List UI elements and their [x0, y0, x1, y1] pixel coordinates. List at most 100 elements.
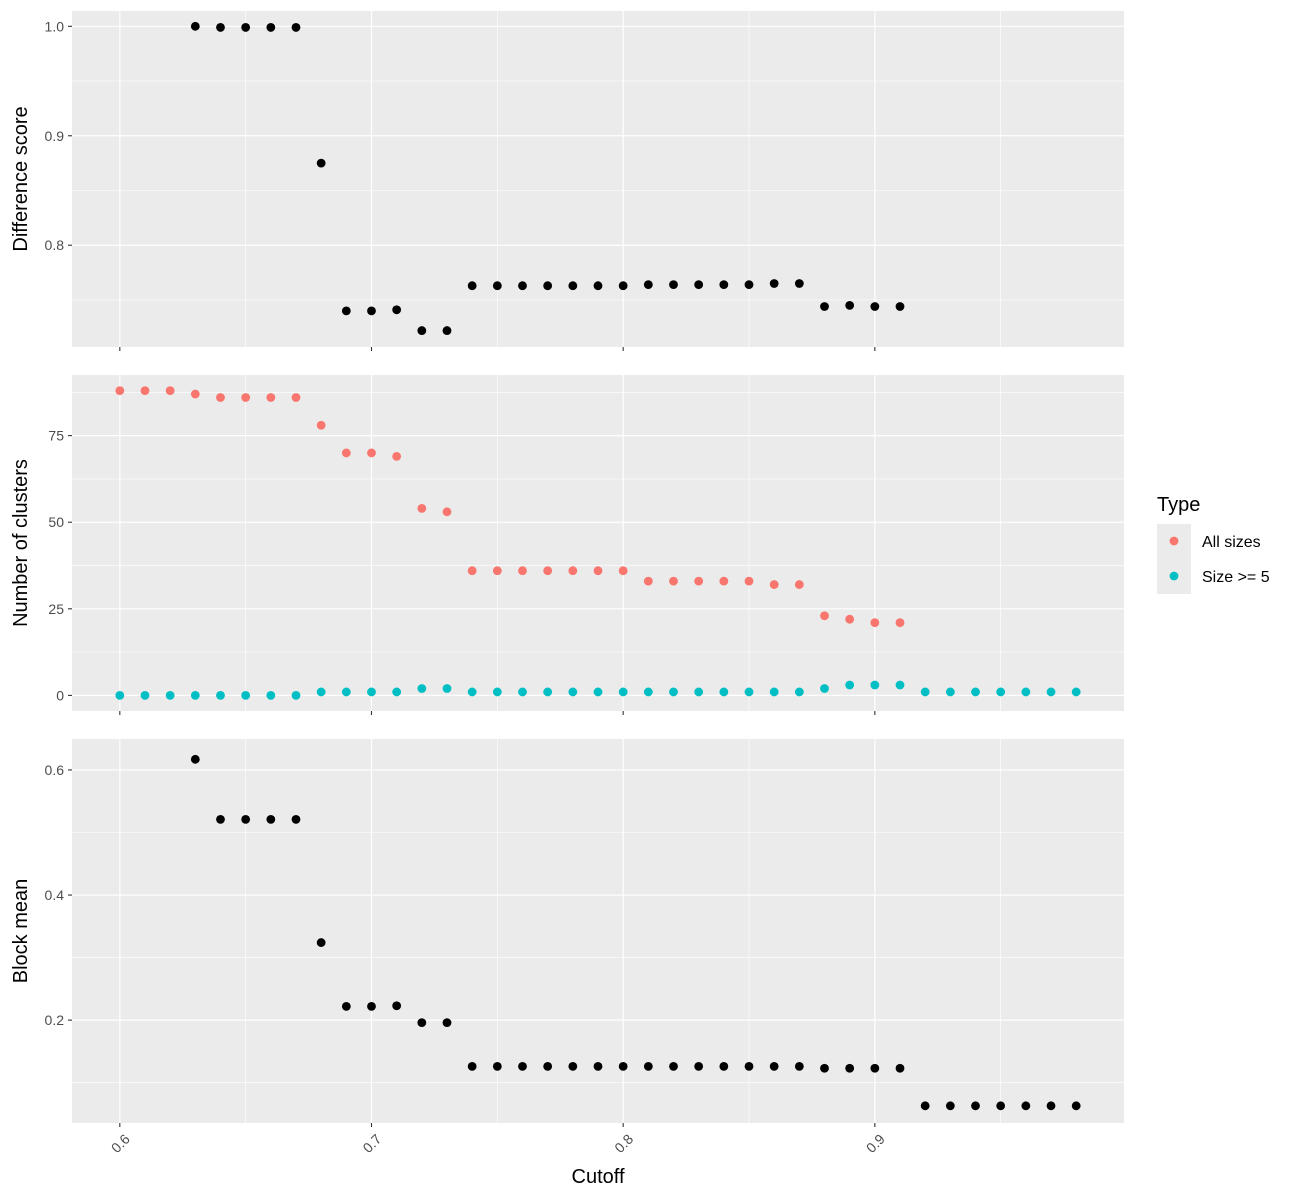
y-axis-title: Block mean [10, 879, 32, 984]
legend-title: Type [1157, 494, 1200, 516]
panel-background [72, 375, 1124, 711]
data-point [1071, 687, 1081, 697]
data-point [820, 684, 829, 693]
data-point [593, 566, 603, 576]
data-point [1046, 1101, 1056, 1111]
data-point [442, 684, 452, 693]
data-point [140, 691, 150, 700]
data-point [518, 687, 527, 697]
data-point [744, 280, 754, 290]
data-point [216, 23, 225, 32]
x-axis-title: Cutoff [572, 1166, 625, 1188]
data-point [367, 687, 376, 697]
data-point [669, 687, 678, 697]
y-tick-label: 0.4 [45, 887, 65, 903]
series-number-of-clusters-1 [115, 680, 1081, 700]
data-point [291, 393, 301, 402]
data-point [518, 1062, 527, 1071]
data-point [719, 1062, 729, 1071]
legend-label-all-sizes: All sizes [1202, 534, 1261, 551]
panel-background [72, 739, 1124, 1123]
data-point [316, 158, 326, 168]
data-point [820, 302, 829, 311]
data-point [694, 280, 704, 290]
data-point [669, 1062, 678, 1071]
series-number-of-clusters-0 [115, 386, 905, 628]
data-point [845, 301, 855, 310]
data-point [417, 503, 427, 513]
series-difference-score-0 [190, 21, 905, 335]
y-tick-label: 0.8 [45, 237, 65, 253]
y-tick-label: 25 [48, 601, 64, 617]
data-point [593, 281, 603, 291]
data-point [568, 566, 578, 576]
legend-key-size-ge-5 [1169, 571, 1179, 581]
data-point [392, 452, 402, 461]
data-point [996, 1101, 1006, 1111]
data-point [392, 1001, 402, 1011]
data-point [618, 281, 628, 291]
data-point [165, 691, 175, 700]
data-point [341, 448, 351, 458]
data-point [895, 302, 905, 311]
data-point [216, 691, 225, 700]
data-point [1071, 1101, 1081, 1111]
data-point [291, 23, 301, 32]
y-axis-title: Difference score [10, 106, 32, 251]
data-point [417, 684, 427, 693]
data-point [316, 938, 326, 947]
data-point [945, 687, 955, 697]
data-point [1021, 1101, 1031, 1111]
data-point [241, 814, 251, 824]
data-point [870, 1063, 880, 1073]
data-point [367, 306, 376, 316]
data-point [643, 1062, 653, 1071]
data-point [216, 393, 225, 402]
data-point [367, 1001, 376, 1011]
panel-background [72, 11, 1124, 347]
data-point [367, 448, 376, 458]
data-point [920, 1101, 930, 1111]
data-point [266, 691, 276, 700]
x-tick-label: 0.6 [108, 1131, 133, 1156]
data-point [794, 1062, 804, 1071]
data-point [241, 393, 251, 402]
data-point [895, 618, 905, 628]
data-point [392, 305, 402, 315]
data-point [744, 687, 754, 697]
y-tick-label: 0.9 [45, 128, 65, 144]
series-block-mean-0 [190, 754, 1081, 1111]
data-point [417, 326, 427, 335]
data-point [920, 687, 930, 697]
data-point [694, 576, 704, 586]
data-point [392, 687, 402, 697]
data-point [769, 580, 779, 589]
data-point [467, 1062, 477, 1071]
data-point [643, 687, 653, 697]
y-tick-label: 0.6 [45, 762, 65, 778]
data-point [618, 687, 628, 697]
data-point [341, 687, 351, 697]
data-point [870, 302, 880, 311]
data-point [845, 614, 855, 624]
data-point [241, 691, 251, 700]
panel-block-mean: 0.2 0.4 0.6 Block mean [10, 739, 1124, 1127]
y-axis-title: Number of clusters [10, 459, 32, 627]
data-point [618, 1062, 628, 1071]
data-point [719, 280, 729, 290]
data-point [140, 386, 150, 395]
data-point [820, 611, 829, 621]
data-point [190, 691, 200, 700]
data-point [593, 1062, 603, 1071]
data-point [694, 1062, 704, 1071]
y-tick-label: 0 [56, 687, 64, 703]
legend-key-all-sizes [1169, 536, 1179, 546]
data-point [291, 814, 301, 824]
data-point [165, 386, 175, 395]
data-point [643, 280, 653, 290]
legend: Type All sizes Size >= 5 [1157, 494, 1270, 594]
data-point [216, 814, 225, 824]
data-point [568, 1062, 578, 1071]
data-point [845, 1063, 855, 1073]
data-point [518, 281, 527, 291]
